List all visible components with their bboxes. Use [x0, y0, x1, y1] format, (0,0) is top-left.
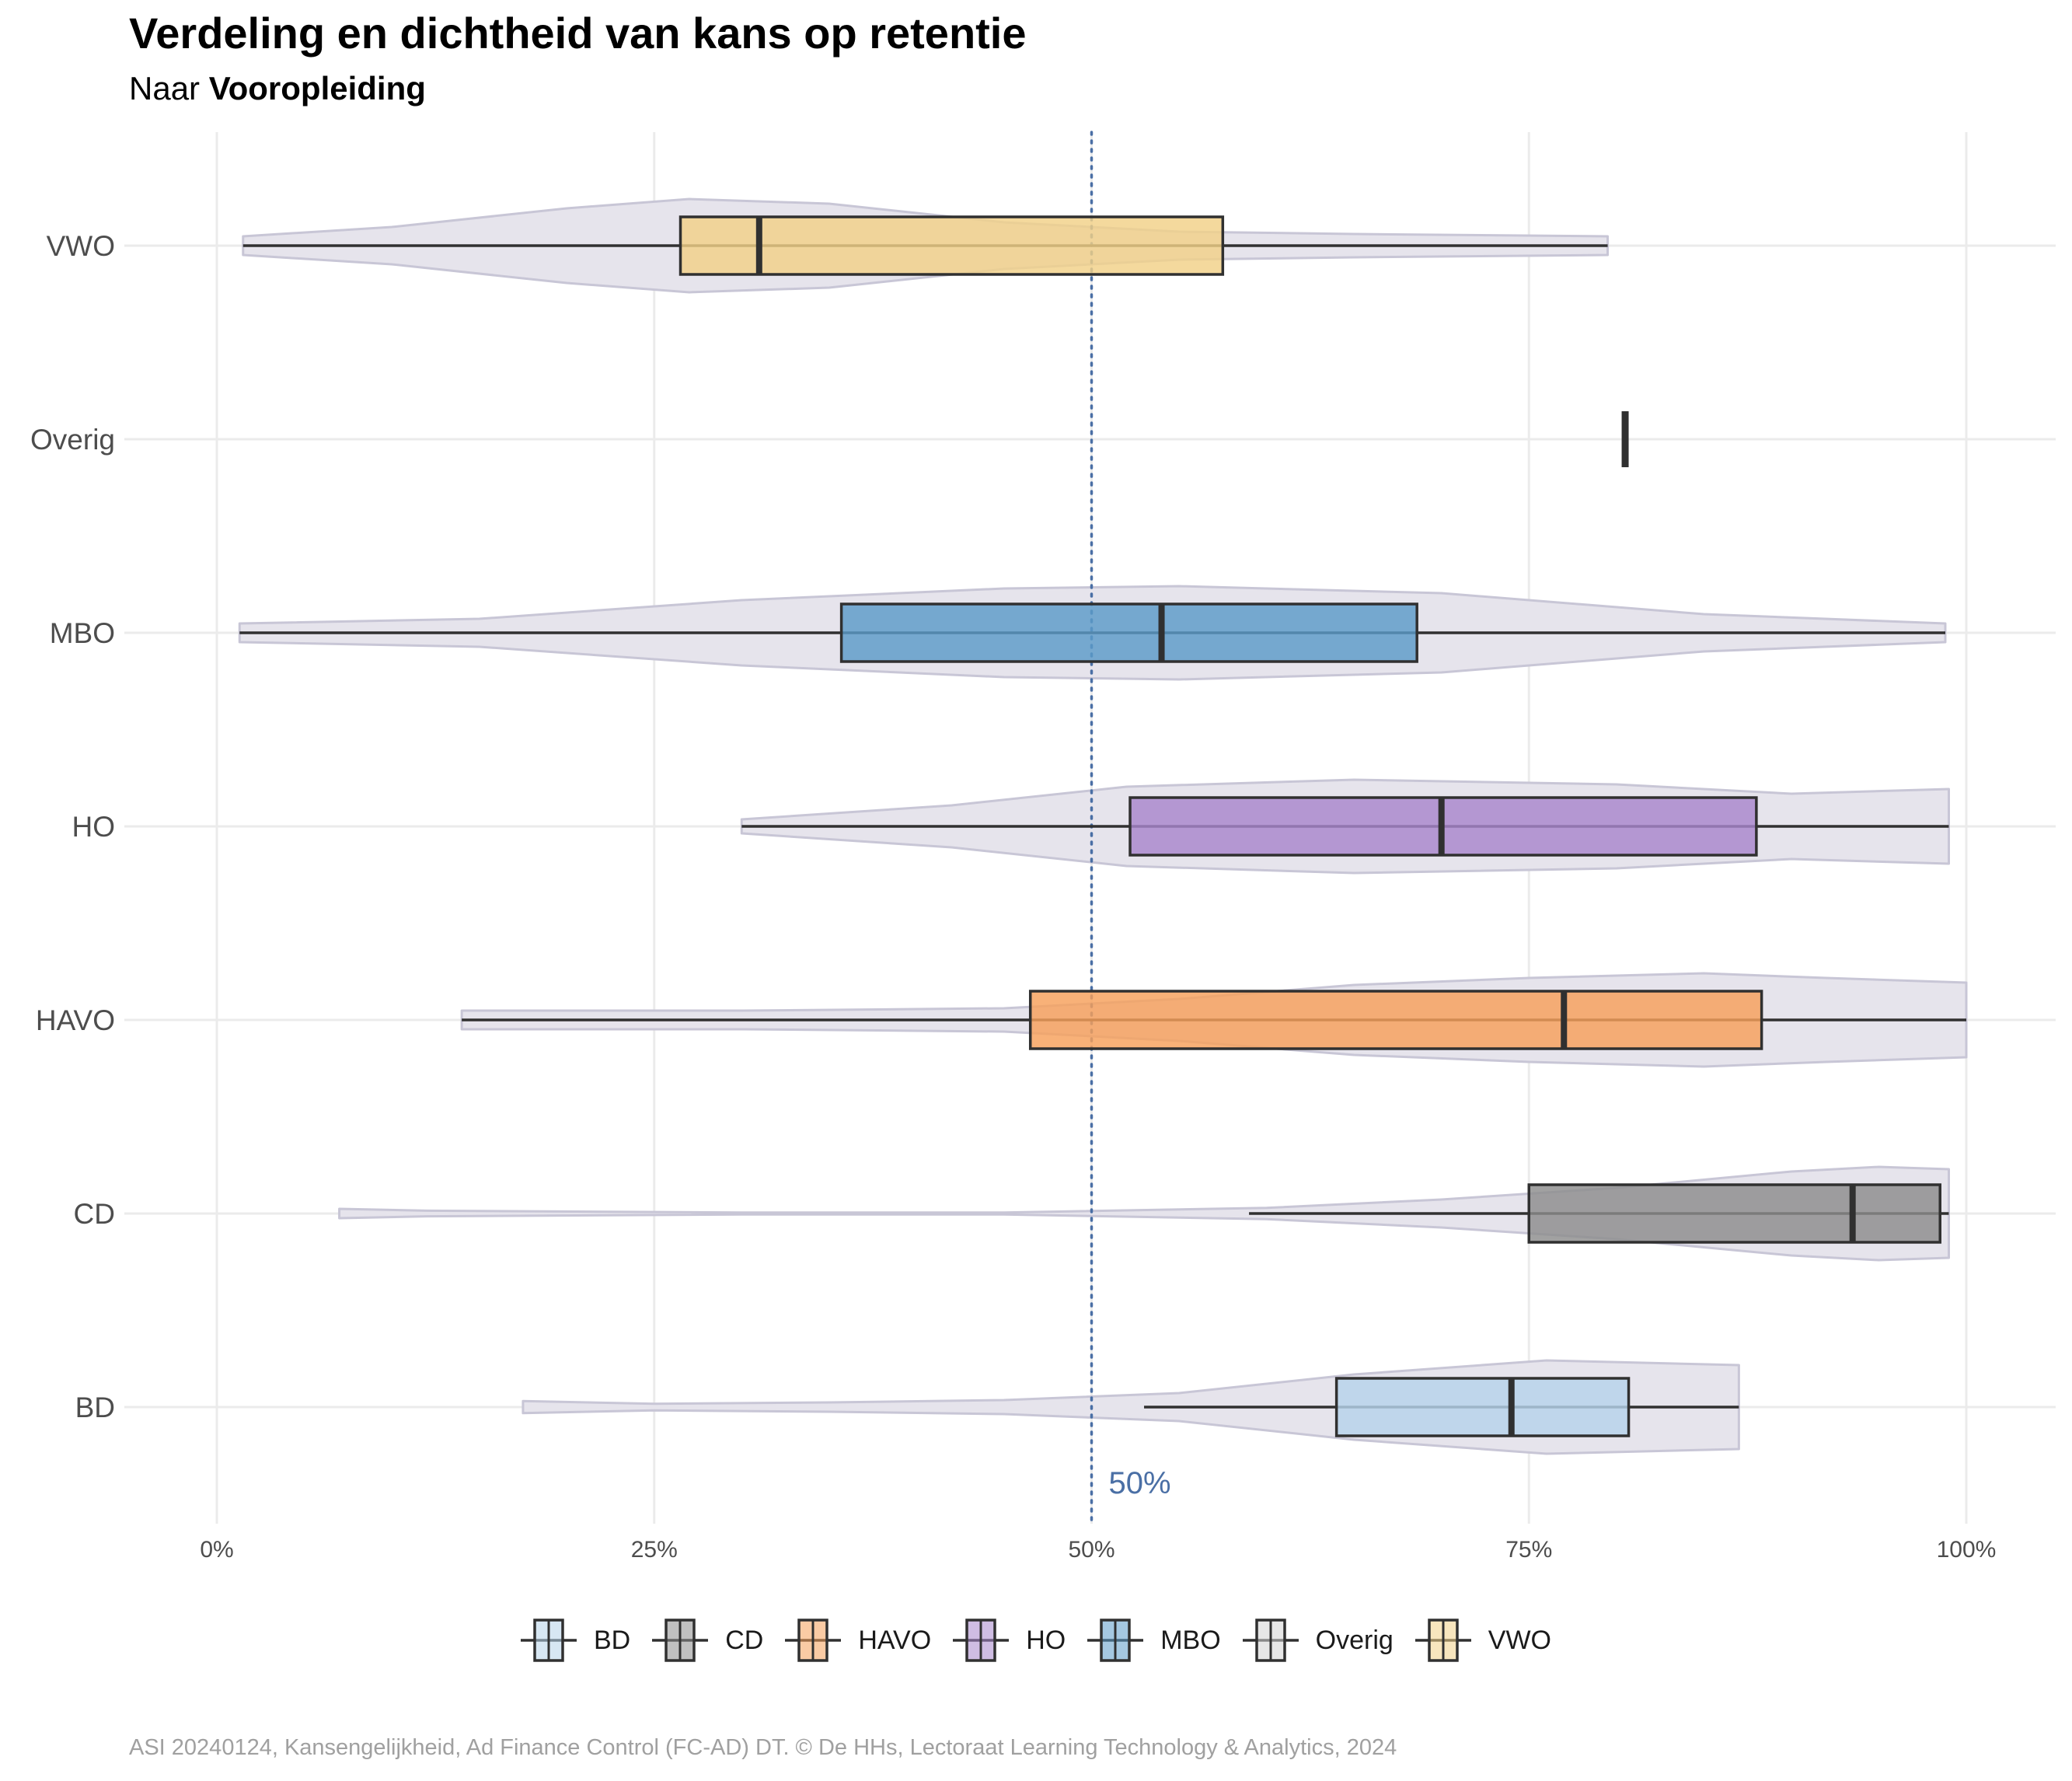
chart-subtitle: Naar Vooropleiding	[129, 70, 426, 107]
subtitle-prefix: Naar	[129, 70, 209, 107]
chart-plot: 50% 0% 25% 50% 75% 100% VWO Overig MBO HO HAVO CD B…	[30, 131, 2056, 1563]
legend-key-bd	[521, 1619, 577, 1662]
x-tick-label: 25%	[631, 1537, 678, 1563]
reference-line-group: 50%	[1090, 131, 1171, 1525]
legend-key-havo	[785, 1619, 842, 1662]
legend-key-vwo	[1414, 1619, 1471, 1662]
legend-label: HO	[1026, 1625, 1066, 1655]
legend: BD CD HAVO HO MBO Overig VWO	[0, 1617, 2072, 1664]
legend-label: Overig	[1315, 1625, 1394, 1655]
box-vwo	[678, 215, 1225, 276]
legend-item-havo: HAVO	[785, 1617, 931, 1664]
box-havo	[1028, 990, 1763, 1050]
y-tick-label: BD	[75, 1392, 115, 1423]
legend-label: CD	[725, 1625, 764, 1655]
legend-key-overig	[1242, 1619, 1299, 1662]
box-cd	[1527, 1183, 1941, 1244]
caption: ASI 20240124, Kansengelijkheid, Ad Finan…	[129, 1735, 1397, 1760]
y-tick-label: HO	[72, 811, 116, 843]
x-tick-label: 50%	[1068, 1537, 1114, 1563]
boxplots	[239, 215, 1966, 1437]
legend-label: VWO	[1488, 1625, 1551, 1655]
legend-label: HAVO	[858, 1625, 932, 1655]
axes: 0% 25% 50% 75% 100% VWO Overig MBO HO HAVO CD BD	[30, 230, 1996, 1563]
legend-key-cd	[652, 1619, 709, 1662]
legend-item-mbo: MBO	[1087, 1617, 1221, 1664]
subtitle-emphasis: Vooropleiding	[208, 70, 426, 107]
y-tick-label: MBO	[50, 617, 115, 649]
legend-label: BD	[594, 1625, 631, 1655]
chart-title: Verdeling en dichtheid van kans op reten…	[129, 9, 1027, 58]
y-tick-label: HAVO	[36, 1004, 115, 1036]
legend-item-cd: CD	[652, 1617, 763, 1664]
legend-item-vwo: VWO	[1414, 1617, 1551, 1664]
y-tick-label: CD	[74, 1198, 115, 1230]
legend-label: MBO	[1160, 1625, 1221, 1655]
x-tick-label: 75%	[1505, 1537, 1552, 1563]
reference-line-label: 50%	[1109, 1466, 1171, 1500]
x-tick-label: 0%	[200, 1537, 233, 1563]
y-tick-label: VWO	[47, 230, 115, 262]
legend-item-overig: Overig	[1242, 1617, 1394, 1664]
box-mbo	[839, 602, 1418, 663]
box-bd	[1334, 1377, 1631, 1437]
x-tick-label: 100%	[1937, 1537, 1997, 1563]
legend-key-ho	[953, 1619, 1010, 1662]
legend-item-bd: BD	[521, 1617, 630, 1664]
legend-key-mbo	[1087, 1619, 1144, 1662]
y-tick-label: Overig	[30, 424, 115, 456]
legend-item-ho: HO	[953, 1617, 1066, 1664]
